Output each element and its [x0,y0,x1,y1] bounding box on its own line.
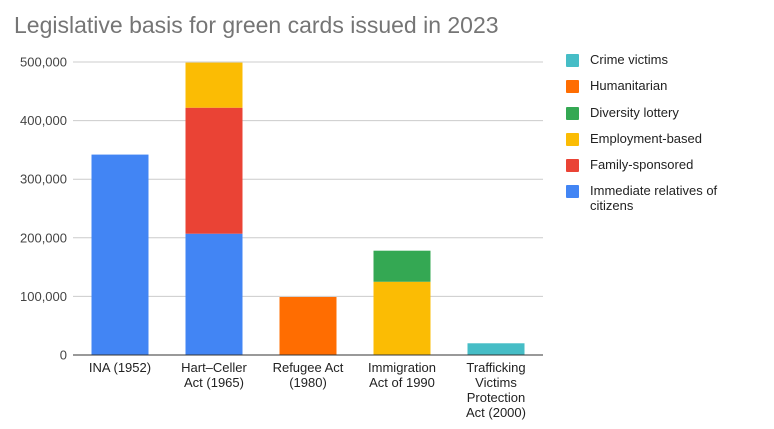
y-tick-label: 400,000 [20,113,67,128]
x-tick-label-line: Act (2000) [466,405,526,420]
x-tick-label: Immigration Act of 1990 [368,360,436,390]
legend-item: Diversity lottery [566,105,771,131]
x-tick-label-line: Immigration [368,360,436,375]
legend-label: Humanitarian [590,78,668,94]
x-tick-label-line: Victims [475,375,517,390]
bar-segment [185,233,243,355]
legend-item: Family-sponsored [566,157,771,183]
legend-swatch [566,106,579,120]
y-tick-label: 100,000 [20,289,67,304]
bar-segment [467,343,525,355]
legend-swatch [566,159,579,173]
x-tick-label-line: Protection [467,390,526,405]
legend-swatch [566,132,579,146]
chart-legend: Crime victims Humanitarian Diversity lotte… [566,52,771,213]
legend-swatch [566,54,579,67]
legend-item: Crime victims [566,52,771,78]
x-tick-label-line: Hart–Celler [181,360,247,375]
legend-item: Humanitarian [566,78,771,104]
legend-label: Immediate relatives of citizens [590,183,718,214]
bar-segment [185,107,243,234]
y-tick-label: 500,000 [20,55,67,70]
x-tick-label-line: Act of 1990 [369,375,435,390]
legend-swatch [566,80,579,94]
bar-segment [373,281,431,355]
legend-label: Diversity lottery [590,104,679,120]
legend-item: Employment-based [566,131,771,157]
x-tick-label-line: Trafficking [466,360,525,375]
y-tick-label: 300,000 [20,172,67,187]
bar-segment [279,296,337,355]
chart-title: Legislative basis for green cards issued… [14,12,499,38]
x-tick-label: INA (1952) [89,360,151,375]
x-tick-label-line: Refugee Act [273,360,344,375]
legend-label: Family-sponsored [590,157,694,173]
x-tick-label: Refugee Act (1980) [273,360,344,390]
bar-segment [91,154,149,355]
x-tick-label: Hart–Celler Act (1965) [181,360,247,390]
y-tick-label: 200,000 [20,230,67,245]
x-tick-label-line: (1980) [289,375,327,390]
bar-segment [373,250,431,282]
legend-label: Employment-based [590,130,702,146]
legend-swatch [566,185,579,199]
x-tick-label-line: INA (1952) [89,360,151,375]
x-tick-label-line: Act (1965) [184,375,244,390]
bar-segment [185,62,243,108]
legend-item: Immediate relatives of citizens [566,183,771,213]
x-tick-label: Trafficking Victims Protection Act (2000) [466,360,526,420]
y-tick-label: 0 [60,348,67,363]
legend-label: Crime victims [590,52,668,67]
